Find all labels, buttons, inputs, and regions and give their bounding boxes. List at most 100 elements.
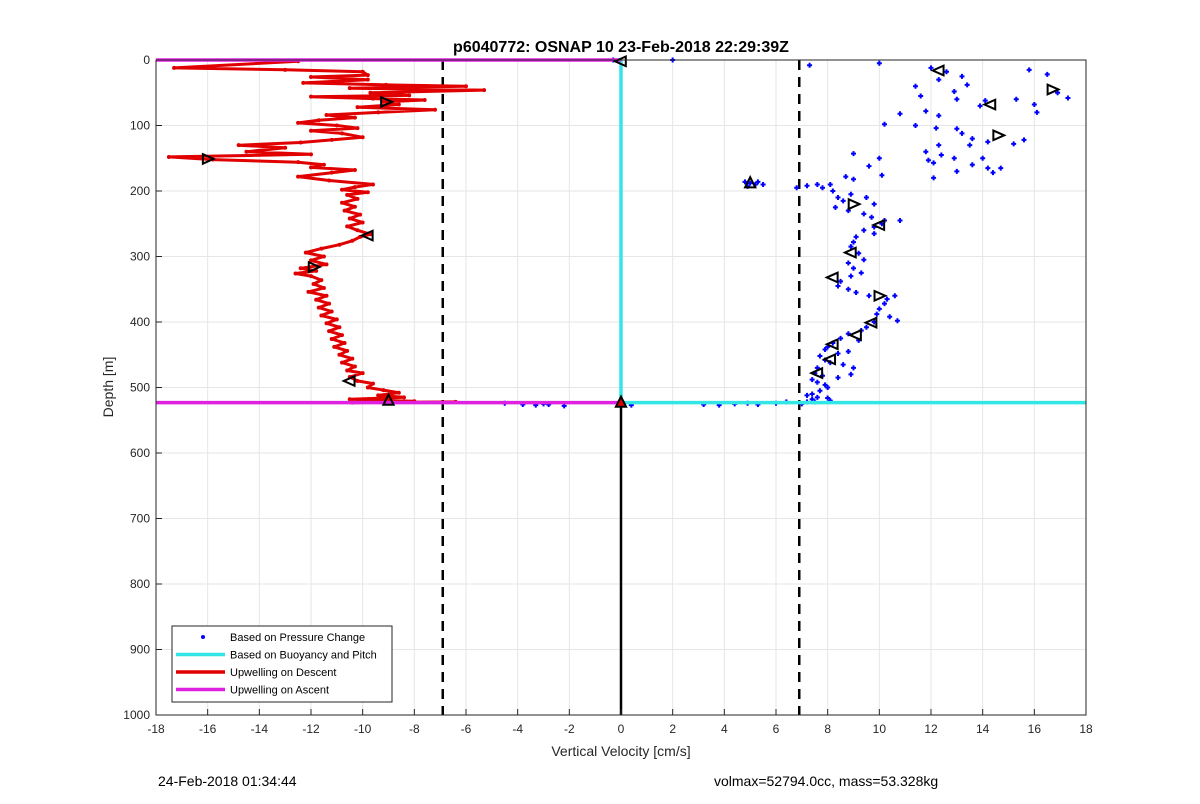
x-tick-label: 18: [1079, 722, 1093, 736]
series-point: [358, 212, 363, 217]
series-point: [990, 170, 996, 176]
marker-triangle-up: [614, 394, 628, 408]
series-point: [861, 211, 867, 217]
series-point: [897, 217, 903, 223]
marker-triangle-right: [847, 197, 862, 211]
series-point: [352, 364, 357, 369]
series-point: [293, 271, 298, 276]
series-point: [337, 325, 342, 330]
series-point: [933, 125, 939, 131]
series-point: [856, 250, 862, 256]
series-point: [350, 238, 355, 243]
y-tick-label: 100: [130, 119, 150, 133]
x-tick-label: -8: [409, 722, 420, 736]
series-point: [923, 108, 929, 114]
series-point: [835, 195, 841, 201]
series-point: [835, 375, 841, 381]
series-point: [866, 163, 872, 169]
x-tick-label: -2: [564, 722, 575, 736]
series-point: [301, 80, 306, 85]
series-point: [985, 139, 991, 145]
series-point: [360, 220, 365, 225]
series-point: [858, 270, 864, 276]
marker-triangle-left: [824, 271, 839, 284]
series-point: [298, 140, 303, 145]
x-tick-label: 16: [1028, 722, 1042, 736]
series-point: [832, 204, 838, 210]
series-point: [296, 160, 301, 165]
marker-triangle-left: [341, 374, 356, 388]
legend-label: Based on Pressure Change: [230, 632, 365, 644]
series-point: [913, 123, 918, 128]
series-point: [851, 365, 856, 371]
y-tick-label: 300: [130, 250, 150, 264]
series-point: [977, 103, 983, 109]
series-point: [324, 113, 329, 118]
series-point: [845, 348, 851, 354]
marker-triangle-left: [824, 337, 839, 351]
series-point: [355, 378, 360, 383]
series-point: [337, 242, 342, 247]
y-tick-label: 200: [130, 184, 150, 198]
series-point: [804, 392, 810, 398]
series-point: [355, 228, 360, 233]
series-point: [825, 385, 831, 390]
series-point: [355, 196, 360, 201]
series-point: [298, 266, 303, 271]
marker-triangle-up: [381, 392, 396, 406]
series-point: [340, 187, 344, 192]
x-tick-label: 14: [976, 722, 990, 736]
series-point: [925, 157, 931, 163]
series-point: [347, 397, 352, 402]
series-point: [869, 214, 875, 220]
marker-triangle-right: [992, 128, 1007, 142]
marker-triangle-right: [307, 260, 323, 274]
marker-triangle-left: [612, 54, 627, 68]
y-tick-label: 900: [130, 643, 150, 657]
series-point: [342, 340, 347, 345]
series-point: [874, 311, 880, 317]
series-point: [340, 360, 344, 365]
series-point: [892, 293, 898, 299]
series-point: [371, 182, 375, 187]
series-point: [969, 136, 975, 142]
series-point: [851, 151, 856, 157]
x-tick-label: 12: [924, 722, 938, 736]
x-tick-label: -4: [512, 722, 523, 736]
series-point: [329, 137, 334, 142]
series-point: [822, 347, 828, 353]
series-point: [345, 224, 350, 229]
legend-label: Based on Buoyancy and Pitch: [230, 650, 377, 662]
series-point: [1013, 96, 1019, 102]
x-tick-label: 6: [773, 722, 780, 736]
series-point: [845, 286, 851, 292]
series-point: [851, 239, 856, 245]
series-point: [985, 165, 991, 171]
series-point: [350, 356, 355, 361]
series-point: [851, 265, 856, 271]
series-point: [809, 391, 815, 397]
x-tick-label: -6: [461, 722, 472, 736]
series-point: [959, 130, 965, 136]
series-point: [360, 135, 365, 140]
series-point: [329, 337, 334, 342]
series-point: [316, 118, 321, 123]
series-point: [1065, 95, 1071, 101]
x-tick-label: 0: [618, 722, 625, 736]
chart-title: p6040772: OSNAP 10 23-Feb-2018 22:29:39Z: [453, 39, 789, 56]
series-point: [814, 394, 820, 400]
series-point: [840, 362, 846, 368]
series-point: [913, 83, 918, 89]
series-point: [882, 301, 887, 307]
series-point: [848, 371, 854, 377]
series-point: [337, 352, 342, 357]
series-point: [747, 180, 753, 186]
series-point: [376, 110, 381, 115]
series-point: [814, 181, 820, 187]
series-point: [804, 183, 810, 189]
series-point: [365, 190, 370, 195]
series-point: [166, 154, 171, 159]
series-point: [835, 350, 841, 356]
series-point: [845, 331, 851, 337]
series-point: [951, 88, 957, 94]
